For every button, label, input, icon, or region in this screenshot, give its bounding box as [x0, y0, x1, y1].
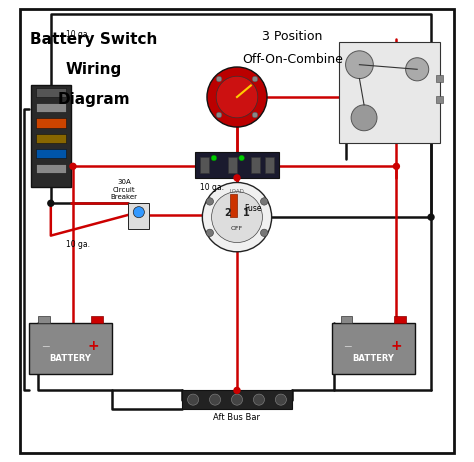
Text: LOAD: LOAD — [229, 189, 245, 194]
Circle shape — [351, 105, 377, 131]
Circle shape — [216, 76, 222, 82]
FancyBboxPatch shape — [200, 157, 210, 173]
Circle shape — [275, 394, 286, 405]
Circle shape — [233, 174, 241, 182]
Text: +: + — [88, 339, 100, 353]
Circle shape — [133, 207, 145, 218]
Circle shape — [216, 112, 222, 118]
Text: ─: ─ — [42, 341, 49, 351]
Circle shape — [231, 394, 243, 405]
Circle shape — [346, 51, 374, 79]
FancyBboxPatch shape — [36, 118, 66, 128]
Circle shape — [252, 76, 258, 82]
FancyBboxPatch shape — [436, 96, 443, 103]
FancyBboxPatch shape — [36, 164, 66, 173]
Circle shape — [188, 394, 199, 405]
FancyBboxPatch shape — [251, 157, 260, 173]
Text: 10 ga.: 10 ga. — [66, 30, 90, 39]
FancyBboxPatch shape — [341, 316, 353, 323]
Text: Battery Switch: Battery Switch — [30, 32, 157, 47]
Text: BATTERY: BATTERY — [352, 354, 394, 363]
Circle shape — [211, 155, 217, 161]
Text: BATTERY: BATTERY — [50, 354, 91, 363]
Text: 10 ga.: 10 ga. — [66, 240, 90, 249]
FancyBboxPatch shape — [332, 323, 415, 374]
FancyBboxPatch shape — [38, 316, 50, 323]
FancyBboxPatch shape — [182, 390, 292, 409]
FancyBboxPatch shape — [31, 85, 71, 187]
Circle shape — [252, 112, 258, 118]
Circle shape — [233, 387, 241, 394]
FancyBboxPatch shape — [436, 75, 443, 82]
Circle shape — [216, 76, 258, 118]
Text: Diagram: Diagram — [57, 92, 130, 107]
FancyBboxPatch shape — [338, 42, 440, 143]
Circle shape — [254, 394, 264, 405]
Text: 3 Position: 3 Position — [262, 30, 323, 43]
Circle shape — [207, 67, 267, 127]
Circle shape — [206, 229, 213, 237]
Circle shape — [211, 192, 263, 243]
FancyBboxPatch shape — [228, 157, 237, 173]
Circle shape — [206, 198, 213, 205]
Text: ─: ─ — [345, 341, 351, 351]
Text: Aft Bus Bar: Aft Bus Bar — [213, 413, 261, 422]
Text: Off-On-Combine: Off-On-Combine — [242, 53, 343, 66]
FancyBboxPatch shape — [36, 88, 66, 97]
FancyBboxPatch shape — [128, 203, 149, 229]
FancyBboxPatch shape — [36, 103, 66, 112]
Circle shape — [47, 200, 55, 207]
Text: Wiring: Wiring — [66, 62, 122, 77]
FancyBboxPatch shape — [29, 323, 112, 374]
Circle shape — [210, 394, 220, 405]
FancyBboxPatch shape — [230, 194, 237, 217]
Circle shape — [261, 229, 268, 237]
Circle shape — [428, 213, 435, 221]
Circle shape — [406, 58, 428, 81]
Circle shape — [392, 163, 400, 170]
Text: 30A
Circuit
Breaker: 30A Circuit Breaker — [110, 179, 137, 200]
Text: 2: 2 — [224, 207, 231, 218]
Circle shape — [261, 198, 268, 205]
Text: 1: 1 — [243, 207, 250, 218]
FancyBboxPatch shape — [264, 157, 274, 173]
FancyBboxPatch shape — [36, 149, 66, 158]
Text: 10 ga.: 10 ga. — [200, 182, 224, 192]
Text: +: + — [391, 339, 402, 353]
Text: Fuse: Fuse — [244, 204, 262, 213]
Circle shape — [239, 155, 245, 161]
Text: OFF: OFF — [231, 226, 243, 231]
FancyBboxPatch shape — [91, 316, 103, 323]
Circle shape — [202, 182, 272, 252]
FancyBboxPatch shape — [36, 134, 66, 143]
FancyBboxPatch shape — [195, 152, 279, 178]
FancyBboxPatch shape — [394, 316, 406, 323]
Circle shape — [69, 163, 77, 170]
